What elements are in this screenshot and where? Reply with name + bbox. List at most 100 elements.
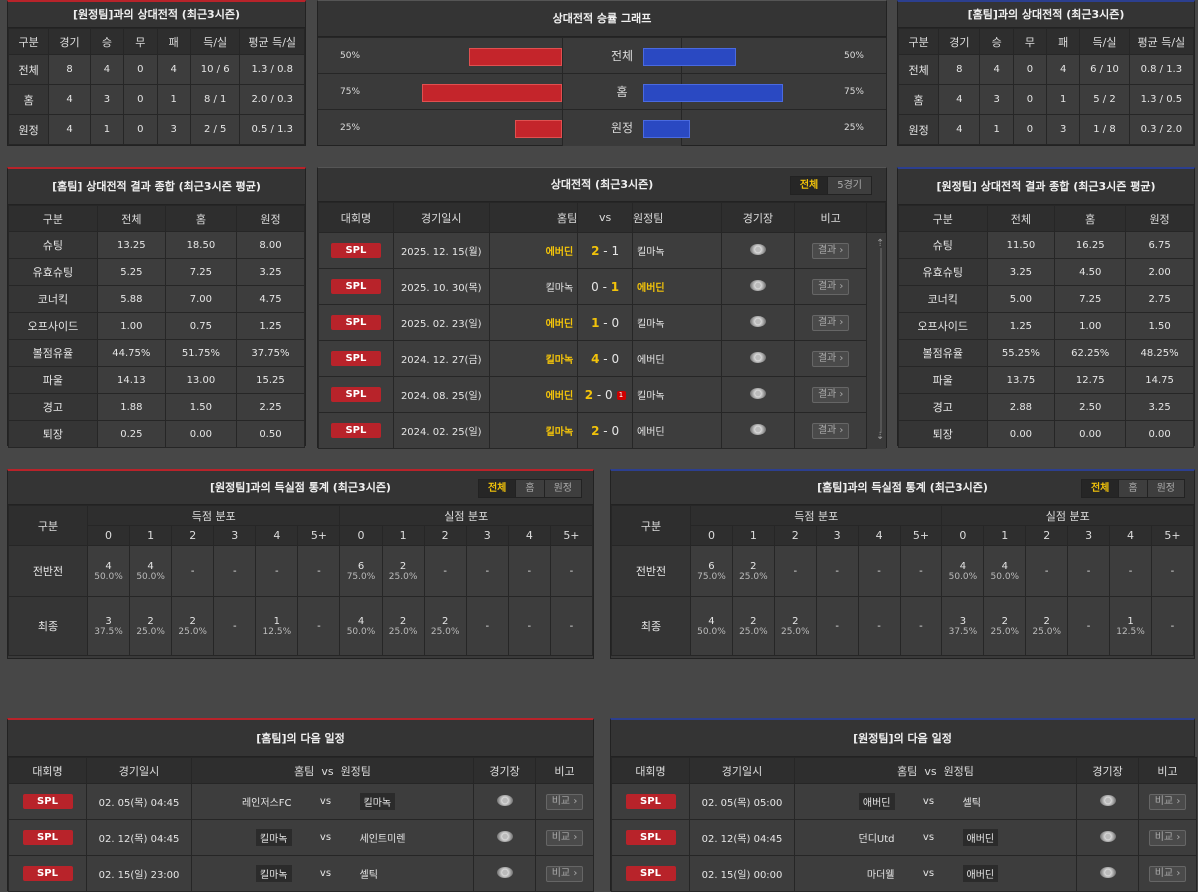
h2h-cell: 1 [89,114,125,145]
summary-cell: 파울 [8,366,98,394]
tab-home[interactable]: 홈 [515,480,544,497]
summary-cell: 2.50 [1054,393,1127,421]
compare-button[interactable]: 비교 › [1148,829,1187,846]
home-team: 레인저스FC [241,798,292,809]
home-score: 2 [584,387,594,402]
tab-all[interactable]: 전체 [790,177,828,194]
stadium-icon[interactable] [749,279,766,291]
schedule-row[interactable]: SPL 02. 12(목) 04:45 킬마녹 vs 세인트미렌 비교 › [8,819,595,856]
goals-pct: 25.0% [388,571,418,582]
goals-cell: - [213,545,257,597]
goals-col-header: 0 [941,525,985,546]
home-team: 마더웰 [866,870,895,881]
home-next-table: 대회명 경기일시 홈팀 vs 원정팀 경기장 비고 SPL 02. 05(목) 04:45 레… [8,757,595,892]
result-button[interactable]: 결과 › [811,422,850,439]
home-score: 0 [591,279,599,294]
compare-button[interactable]: 비교 › [1148,793,1187,810]
scroll-down-icon[interactable]: ⇣ [876,431,885,442]
stadium-icon[interactable] [749,387,766,399]
tab-away[interactable]: 원정 [543,480,581,497]
schedule-row[interactable]: SPL 02. 12(목) 04:45 던디Utd vs 애버딘 비교 › [611,819,1198,856]
stadium-icon[interactable] [749,423,766,435]
home-h2h-table: 구분 경기 승 무 패 득/실 평균 득/실 전체 8 4 0 4 6 / 10 0.8 / 1.3 홈 4 3… [897,28,1195,145]
stadium-icon[interactable] [496,830,513,842]
stadium-icon[interactable] [1099,866,1116,878]
schedule-row[interactable]: SPL 02. 15(일) 23:00 킬마녹 vs 셀틱 비교 › [8,855,595,892]
match-date: 2025. 02. 23(일) [392,304,490,341]
tab-all[interactable]: 전체 [1081,480,1119,497]
col-stadium: 경기장 [720,202,796,233]
goals-count: 6 [708,560,715,572]
schedule-row[interactable]: SPL 02. 05(목) 05:00 애버딘 vs 셀틱 비교 › [611,783,1198,820]
away-team: 애버딘 [962,829,999,846]
summary-cell: 0.50 [235,420,306,448]
match-row[interactable]: SPL 2025. 02. 23(일) 에버딘 1 - 0 킬마녹 결과 › [318,304,886,341]
league-badge: SPL [625,866,676,881]
match-row[interactable]: SPL 2025. 10. 30(목) 킬마녹 0 - 1 에버딘 결과 › [318,268,886,305]
compare-button[interactable]: 비교 › [545,865,584,882]
h2h-cell: 0.5 / 1.3 [239,114,305,145]
h2h-cell: 3 [89,84,125,115]
compare-button[interactable]: 비교 › [545,793,584,810]
goals-row-label: 전반전 [8,545,88,597]
graph-bar-left [422,84,562,102]
table-row: 오프사이드 1.00 0.75 1.25 [8,312,306,340]
home-summary-panel: [홈팀] 상대전적 결과 종합 (최근3시즌 평균) 구분 전체 홈 원정 슈팅 13.2… [7,167,306,448]
summary-cell: 슈팅 [898,231,988,259]
summary-cell: 2.75 [1125,285,1194,313]
graph-bar-right [643,84,783,102]
match-row[interactable]: SPL 2025. 12. 15(월) 에버딘 2 - 1 킬마녹 결과 › [318,232,886,269]
match-row[interactable]: SPL 2024. 02. 25(일) 킬마녹 2 - 0 에버딘 결과 › [318,412,886,449]
goals-count: 2 [750,615,757,627]
tab-home[interactable]: 홈 [1118,480,1147,497]
home-goals-panel: [홈팀]과의 득실점 통계 (최근3시즌) 전체 홈 원정 구분 득점 분포 실점 … [610,469,1195,659]
goals-cell: - [171,545,215,597]
home-summary-table: 구분 전체 홈 원정 슈팅 13.25 18.50 8.00 유효슈팅 5.25 7.25 3.25 코… [8,205,306,448]
goals-count: 1 [1127,615,1134,627]
away-team: 셀틱 [359,870,378,881]
compare-button[interactable]: 비교 › [545,829,584,846]
stadium-icon[interactable] [1099,830,1116,842]
h2h-header: 승 [89,28,125,55]
stadium-icon[interactable] [749,243,766,255]
goals-count: - [1170,565,1175,577]
stadium-icon[interactable] [749,315,766,327]
compare-button[interactable]: 비교 › [1148,865,1187,882]
h2h-cell: 1.3 / 0.8 [239,54,305,85]
result-button[interactable]: 결과 › [811,386,850,403]
match-row[interactable]: SPL 2024. 08. 25(일) 에버딘 2 - 0 1 킬마녹 결과 › [318,376,886,413]
tab-away[interactable]: 원정 [1146,480,1184,497]
schedule-date: 02. 05(목) 04:45 [86,783,192,820]
scrollbar[interactable]: ⇡ ⇣ [876,238,885,443]
stadium-icon[interactable] [749,351,766,363]
goals-col-header: 4 [255,525,299,546]
stadium-icon[interactable] [1099,794,1116,806]
result-button[interactable]: 결과 › [811,350,850,367]
result-button[interactable]: 결과 › [811,242,850,259]
summary-cell: 14.75 [1125,366,1194,394]
goals-cell: 4 50.0% [339,596,383,656]
stadium-icon[interactable] [496,794,513,806]
goals-row-label: 최종 [8,596,88,656]
scroll-up-icon[interactable]: ⇡ [876,238,885,249]
result-button[interactable]: 결과 › [811,278,850,295]
col-teams: 홈팀 vs 원정팀 [190,757,475,784]
tab-5games[interactable]: 5경기 [827,177,871,194]
schedule-row[interactable]: SPL 02. 05(목) 04:45 레인저스FC vs 킬마녹 비교 › [8,783,595,820]
goals-cell: - [213,596,257,656]
goals-pct: 25.0% [990,626,1020,637]
goals-count: 2 [399,615,407,627]
match-row[interactable]: SPL 2024. 12. 27(금) 킬마녹 4 - 0 에버딘 결과 › [318,340,886,377]
stadium-icon[interactable] [496,866,513,878]
tab-all[interactable]: 전체 [478,480,516,497]
goals-cell: 4 50.0% [941,545,985,597]
result-label: 결과 [817,244,837,256]
goals-cell: - [297,596,341,656]
goals-col-header: 5+ [549,525,594,546]
result-button[interactable]: 결과 › [811,314,850,331]
summary-cell: 14.13 [96,366,166,394]
goals-pct: 50.0% [94,571,123,582]
schedule-row[interactable]: SPL 02. 15(일) 00:00 마더웰 vs 애버딘 비교 › [611,855,1198,892]
h2h-cell: 5 / 2 [1079,84,1130,115]
